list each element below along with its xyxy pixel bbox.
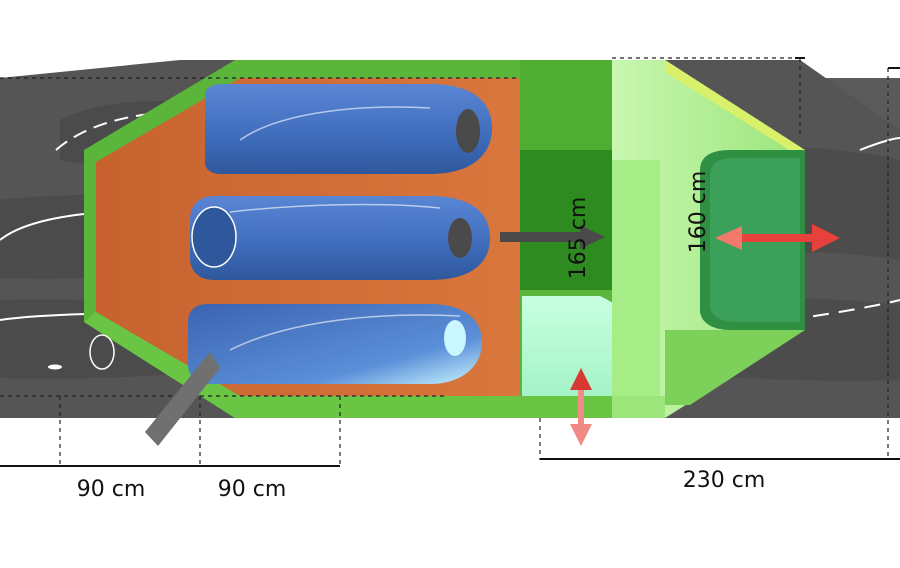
dimension-labels: 90 cm 90 cm 230 cm 165 cm 160 cm [77, 171, 766, 502]
sleeping-bags [89, 84, 492, 384]
sleeping-bag-1 [205, 84, 492, 174]
sleeping-bag-2-body [190, 196, 490, 280]
sleeping-bag-3-shadow-foot [89, 334, 115, 370]
shadow-stroke-1 [55, 110, 221, 151]
width-label-2: 90 cm [218, 477, 287, 502]
sleeping-bag-2 [190, 196, 490, 280]
sleeping-bag-1-body [205, 84, 492, 174]
sleeping-bag-2-hood [448, 218, 472, 258]
length-label: 230 cm [683, 468, 766, 493]
arrows [145, 224, 840, 446]
sleeping-bag-1-hood [456, 109, 480, 153]
dimension-lines [0, 57, 900, 467]
gray-arrow-right [500, 225, 605, 249]
tent-bottom-edge [84, 312, 612, 418]
sleeping-bag-1-seam [239, 106, 431, 141]
height-label-2: 160 cm [686, 171, 711, 254]
sleeping-bag-3-body [188, 304, 482, 384]
height-label-1: 165 cm [566, 197, 591, 280]
shadow-stroke-4 [709, 299, 900, 331]
tent-roof-edge [665, 60, 805, 160]
shadow-mark-2 [48, 364, 62, 370]
double-arrow-vertical-icon [570, 368, 592, 446]
sleeping-bag-3 [89, 304, 482, 384]
tent-right-bottom [665, 330, 805, 405]
sleeping-bag-3-hood [444, 320, 466, 356]
dimension-guides [0, 57, 889, 465]
sleeping-bag-2-foot [191, 206, 237, 268]
gray-arrow-up [145, 352, 220, 446]
sleeping-bag-3-seam [229, 314, 461, 351]
shadow-stroke-5 [859, 137, 900, 151]
sleeping-bag-2-seam [229, 203, 441, 213]
tent-roof-mid [520, 60, 612, 150]
width-label-1: 90 cm [77, 477, 146, 502]
double-arrow-horizontal-icon [715, 224, 840, 252]
tent-bottom-front [612, 396, 665, 418]
tent-front-strip [612, 160, 660, 418]
